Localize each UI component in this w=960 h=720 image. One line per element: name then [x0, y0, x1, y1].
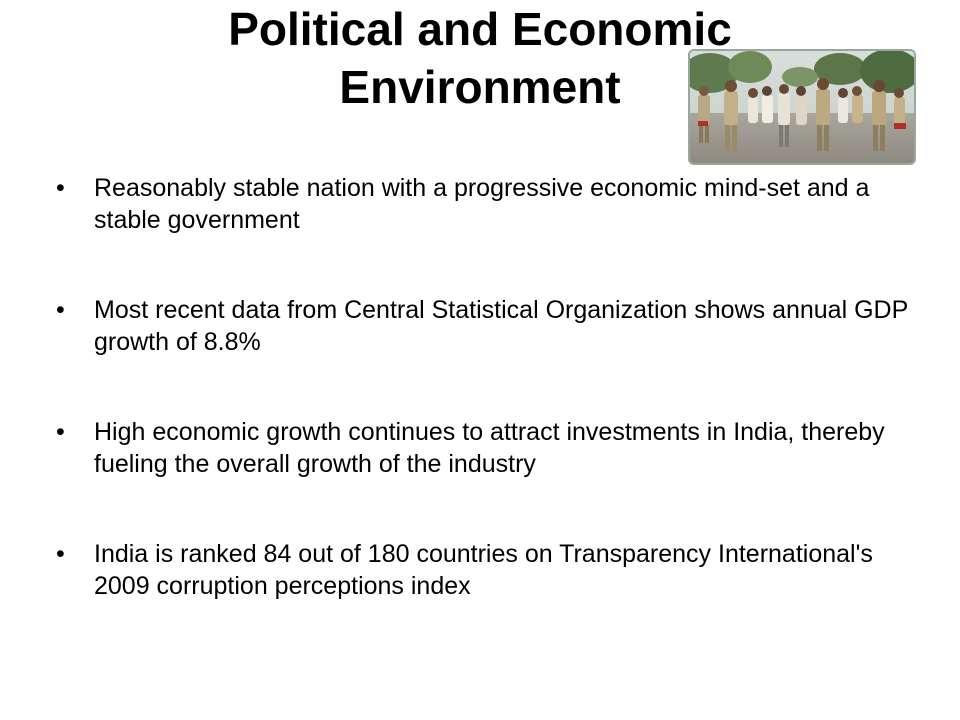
- bullet-item: • India is ranked 84 out of 180 countrie…: [52, 538, 912, 602]
- bullet-text: Most recent data from Central Statistica…: [94, 296, 908, 356]
- bullet-dot: •: [56, 174, 65, 202]
- bullet-item: • Reasonably stable nation with a progre…: [52, 172, 912, 236]
- bullet-text: Reasonably stable nation with a progress…: [94, 174, 870, 234]
- title-line-1: Political and Economic: [228, 3, 732, 55]
- bullet-item: • Most recent data from Central Statisti…: [52, 294, 912, 358]
- bullet-dot: •: [56, 540, 65, 568]
- title-line-2: Environment: [339, 61, 621, 113]
- bullet-list: • Reasonably stable nation with a progre…: [52, 172, 912, 660]
- bullet-text: India is ranked 84 out of 180 countries …: [94, 540, 873, 600]
- street-march-photo: [688, 49, 916, 165]
- bullet-item: • High economic growth continues to attr…: [52, 416, 912, 480]
- bullet-dot: •: [56, 296, 65, 324]
- slide-title: Political and Economic Environment: [60, 0, 900, 116]
- photo-image: [690, 51, 914, 163]
- bullet-text: High economic growth continues to attrac…: [94, 418, 885, 478]
- bullet-dot: •: [56, 418, 65, 446]
